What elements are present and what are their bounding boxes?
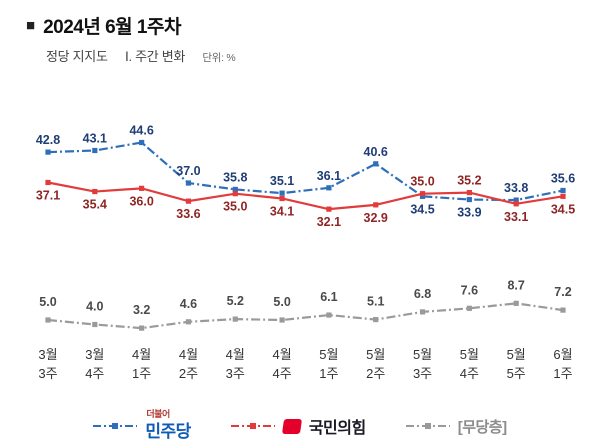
svg-text:7.2: 7.2 [554, 285, 571, 299]
svg-text:4.6: 4.6 [180, 297, 197, 311]
svg-text:33.9: 33.9 [457, 206, 481, 220]
svg-text:5.2: 5.2 [227, 294, 244, 308]
svg-text:3.2: 3.2 [133, 303, 150, 317]
svg-text:32.9: 32.9 [364, 211, 388, 225]
svg-text:35.0: 35.0 [223, 200, 247, 214]
ppp-line-icon [230, 423, 275, 429]
ppp-legend-label: 국민의힘 [308, 420, 366, 437]
legend-item-mudang: [무당층] [405, 416, 507, 437]
svg-text:35.1: 35.1 [270, 174, 294, 188]
svg-text:33.6: 33.6 [176, 207, 200, 221]
svg-text:6.1: 6.1 [320, 290, 337, 304]
svg-text:6.8: 6.8 [414, 287, 431, 301]
title-bullet: ■ [26, 17, 36, 34]
svg-text:34.5: 34.5 [410, 202, 434, 216]
subtitle-section: Ⅰ. 주간 변화 [124, 49, 186, 64]
svg-text:33.8: 33.8 [504, 181, 528, 195]
svg-text:33.1: 33.1 [504, 210, 528, 224]
mudang-legend-label: [무당층] [457, 418, 507, 436]
party-support-trend-chart: 42.8 37.1 43.1 35.4 44.6 36.0 37.0 33.6 35.8 35.0… [36, 124, 575, 381]
legend-item-ppp: 국민의힘 [230, 414, 366, 438]
svg-text:5.0: 5.0 [273, 295, 290, 309]
chart-legend: 더불어 민주당 국민의힘 [무당층] [0, 407, 600, 445]
svg-text:35.8: 35.8 [223, 170, 247, 184]
ppp-logo-icon [281, 418, 302, 434]
header: ■ 2024년 6월 1주차 [0, 0, 600, 39]
legend-item-minjoo: 더불어 민주당 [93, 409, 191, 442]
minjoo-line-icon [93, 423, 138, 429]
svg-text:7.6: 7.6 [461, 283, 478, 297]
svg-text:43.1: 43.1 [83, 132, 107, 146]
minjoo-logo: 더불어 민주당 [145, 409, 191, 442]
page-title: 2024년 6월 1주차 [43, 17, 181, 38]
svg-text:35.4: 35.4 [83, 198, 107, 212]
svg-text:44.6: 44.6 [129, 124, 153, 138]
chart-subtitle: 정당 지지도 Ⅰ. 주간 변화 단위: % [0, 39, 600, 65]
svg-text:4.0: 4.0 [86, 300, 103, 314]
svg-text:35.2: 35.2 [457, 174, 481, 188]
svg-text:34.5: 34.5 [551, 202, 575, 216]
mudang-line-icon [405, 423, 450, 429]
unit-label: 단위: % [202, 52, 236, 64]
svg-text:5.1: 5.1 [367, 295, 384, 309]
svg-text:36.0: 36.0 [129, 194, 153, 208]
svg-text:35.6: 35.6 [551, 171, 575, 185]
svg-text:34.1: 34.1 [270, 204, 294, 218]
svg-text:37.0: 37.0 [176, 164, 200, 178]
svg-text:35.0: 35.0 [410, 175, 434, 189]
svg-text:8.7: 8.7 [507, 278, 524, 292]
svg-text:32.1: 32.1 [317, 215, 341, 229]
svg-text:36.1: 36.1 [317, 169, 341, 183]
subtitle-text: 정당 지지도 [46, 49, 108, 64]
minjoo-logo-prefix: 더불어 [146, 408, 170, 419]
svg-text:5.0: 5.0 [39, 295, 56, 309]
minjoo-legend-label: 민주당 [145, 421, 191, 441]
svg-text:37.1: 37.1 [36, 188, 60, 202]
svg-text:42.8: 42.8 [36, 133, 60, 147]
svg-text:40.6: 40.6 [364, 145, 388, 159]
